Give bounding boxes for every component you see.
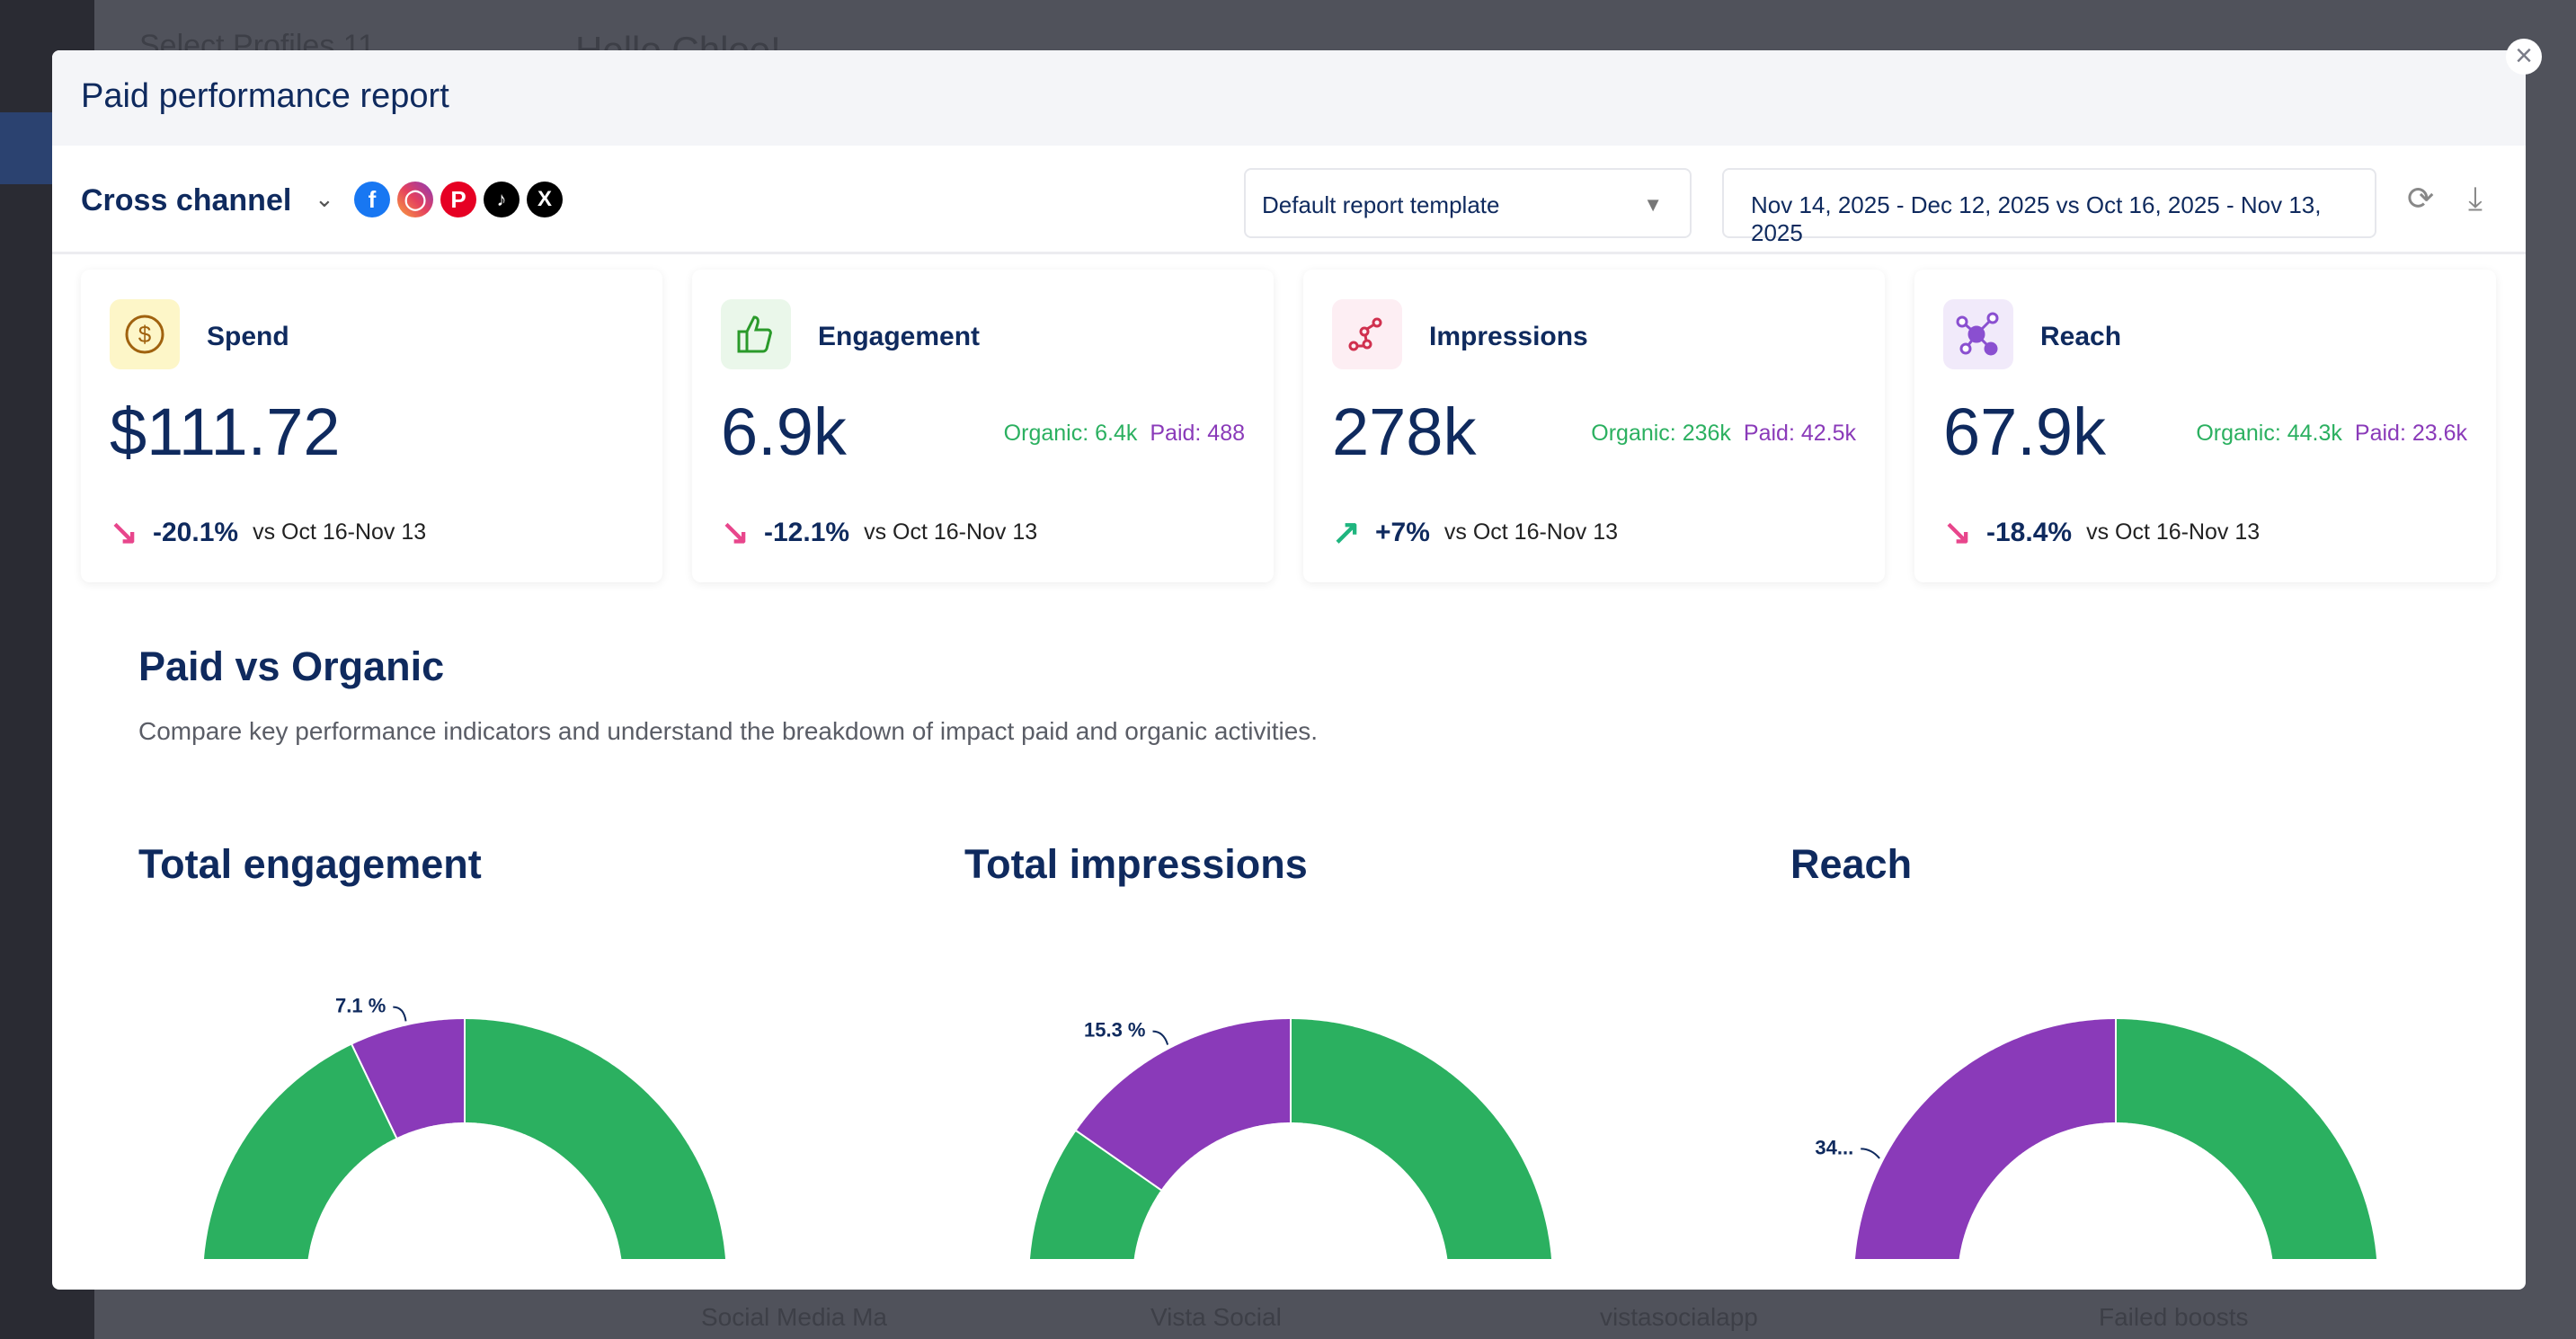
slice-label: 15.3 % <box>1084 1019 1146 1042</box>
change-value: -18.4% <box>1986 517 2073 547</box>
modal-header: Paid performance report <box>52 50 2526 146</box>
kpi-card-impressions: Impressions 278k Organic: 236k Paid: 42.5… <box>1303 270 1885 582</box>
arrow-down-right-icon: ↘ <box>721 514 750 552</box>
template-value: Default report template <box>1262 191 1500 218</box>
kpi-change: ↘ -12.1% vs Oct 16-Nov 13 <box>721 512 1037 553</box>
kpi-card-reach: Reach 67.9k Organic: 44.3k Paid: 23.6k ↘ -… <box>1914 270 2496 582</box>
kpi-value: 67.9k <box>1943 395 2107 469</box>
kpi-value: 6.9k <box>721 395 847 469</box>
bg-profile-1: Social Media Ma <box>701 1303 887 1331</box>
chart-title-impressions: Total impressions <box>964 841 1308 887</box>
slice-label: 34... <box>1815 1136 1853 1158</box>
caret-down-icon: ▼ <box>1643 193 1663 216</box>
kpi-value: $111.72 <box>110 395 341 469</box>
reach-icon <box>1943 299 2013 369</box>
kpi-card-engagement: Engagement 6.9k Organic: 6.4k Paid: 488 ↘… <box>692 270 1274 582</box>
impressions-icon <box>1332 299 1402 369</box>
bg-profile-3: vistasocialapp <box>1600 1303 1758 1331</box>
change-value: +7% <box>1375 517 1430 547</box>
slice-label: 7.1 % <box>335 995 386 1017</box>
chart-title-engagement: Total engagement <box>138 841 482 887</box>
chevron-down-icon[interactable]: ⌄ <box>315 185 334 212</box>
donut-charts: 7.1 % 15.3 % 34... <box>201 995 2379 1261</box>
kpi-split: Organic: 6.4k Paid: 488 <box>1004 421 1245 447</box>
comparison-period: vs Oct 16-Nov 13 <box>253 519 427 545</box>
kpi-card-spend: $ Spend $111.72 ↘ -20.1% vs Oct 16-Nov 13 <box>81 270 662 582</box>
bg-profile-2: Vista Social <box>1150 1303 1282 1331</box>
kpi-change: ↘ -20.1% vs Oct 16-Nov 13 <box>110 512 426 553</box>
channel-selector[interactable]: Cross channel <box>81 183 292 217</box>
report-template-dropdown[interactable]: Default report template ▼ <box>1244 168 1692 238</box>
paid-value: Paid: 42.5k <box>1743 421 1856 446</box>
report-toolbar: Cross channel ⌄ f ◯ P ♪ X Default report… <box>52 146 2526 254</box>
date-range-picker[interactable]: Nov 14, 2025 - Dec 12, 2025 vs Oct 16, 2… <box>1722 168 2376 246</box>
kpi-change: ↘ -18.4% vs Oct 16-Nov 13 <box>1943 512 2260 553</box>
chart-title-reach: Reach <box>1790 841 1913 887</box>
donut-0 <box>201 1017 728 1261</box>
close-icon[interactable]: × <box>2506 39 2542 75</box>
dollar-icon: $ <box>110 299 180 369</box>
section-title: Paid vs Organic <box>138 643 445 689</box>
paid-slice[interactable] <box>1852 1017 2117 1261</box>
paid-performance-modal: Paid performance report Cross channel ⌄ … <box>52 50 2526 1290</box>
paid-value: Paid: 488 <box>1150 421 1245 446</box>
download-icon[interactable]: ⤓ <box>2468 180 2483 217</box>
kpi-split: Organic: 44.3k Paid: 23.6k <box>2196 421 2467 447</box>
donut-1 <box>1027 1017 1554 1261</box>
facebook-icon[interactable]: f <box>354 182 390 217</box>
label-leader-line <box>1861 1148 1880 1159</box>
arrow-up-right-icon: ↗ <box>1332 514 1361 552</box>
paid-value: Paid: 23.6k <box>2354 421 2467 446</box>
tiktok-icon[interactable]: ♪ <box>484 182 520 217</box>
kpi-label: Spend <box>207 322 289 351</box>
comparison-period: vs Oct 16-Nov 13 <box>2086 519 2261 545</box>
refresh-icon[interactable]: ⟳ <box>2407 180 2435 217</box>
organic-value: Organic: 236k <box>1591 421 1731 446</box>
change-value: -12.1% <box>764 517 850 547</box>
thumbs-up-icon <box>721 299 791 369</box>
section-description: Compare key performance indicators and u… <box>138 717 1319 745</box>
change-value: -20.1% <box>153 517 239 547</box>
kpi-split: Organic: 236k Paid: 42.5k <box>1591 421 1856 447</box>
comparison-period: vs Oct 16-Nov 13 <box>864 519 1038 545</box>
organic-slice[interactable] <box>1901 1017 2379 1261</box>
organic-slice[interactable] <box>201 1017 728 1261</box>
arrow-down-right-icon: ↘ <box>1943 514 1972 552</box>
bg-failed-boosts: Failed boosts <box>2099 1303 2249 1331</box>
instagram-icon[interactable]: ◯ <box>397 182 433 217</box>
x-icon[interactable]: X <box>527 182 563 217</box>
label-leader-line <box>1152 1030 1169 1045</box>
organic-value: Organic: 6.4k <box>1003 421 1138 446</box>
arrow-down-right-icon: ↘ <box>110 514 138 552</box>
kpi-value: 278k <box>1332 395 1477 469</box>
kpi-label: Engagement <box>818 322 981 351</box>
kpi-label: Reach <box>2040 322 2122 351</box>
svg-text:$: $ <box>138 321 152 348</box>
comparison-period: vs Oct 16-Nov 13 <box>1443 519 1619 545</box>
modal-title: Paid performance report <box>81 77 449 115</box>
kpi-change: ↗ +7% vs Oct 16-Nov 13 <box>1332 512 1618 553</box>
pinterest-icon[interactable]: P <box>440 182 476 217</box>
donut-2 <box>1852 1017 2379 1261</box>
organic-value: Organic: 44.3k <box>2196 421 2342 446</box>
organic-slice[interactable] <box>1027 1017 1554 1261</box>
label-leader-line <box>393 1006 407 1022</box>
kpi-label: Impressions <box>1429 322 1588 351</box>
